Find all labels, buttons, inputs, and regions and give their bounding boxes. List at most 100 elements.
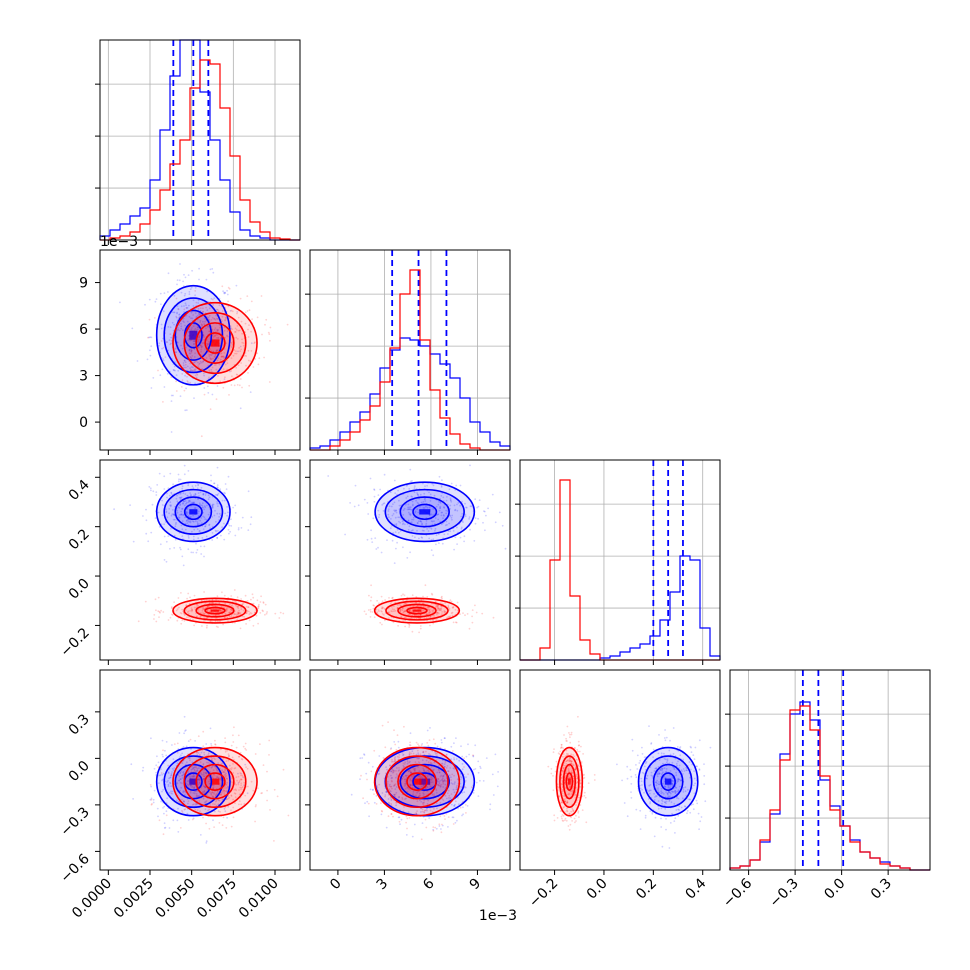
sample-point [169,781,171,784]
sample-point [421,522,423,525]
sample-point [454,608,457,611]
sample-point [677,808,680,811]
sample-point [258,603,260,606]
sample-point [677,797,680,800]
sample-point [214,739,216,742]
sample-point [193,348,196,350]
sample-point [223,789,225,792]
sample-point [231,756,234,759]
sample-point [677,777,680,780]
sample-point [221,798,224,801]
sample-point [436,611,439,614]
sample-point [197,307,200,310]
sample-point [200,553,203,555]
sample-point [360,774,362,777]
sample-point [459,536,462,539]
sample-point [197,361,199,364]
sample-point [190,768,193,771]
sample-point [445,499,448,502]
sample-point [381,606,384,609]
sample-point [377,509,380,512]
sample-point [188,293,191,295]
sample-point [191,520,194,523]
sample-point [427,774,429,776]
sample-point [157,761,160,764]
sample-point [211,328,214,331]
sample-point [166,496,168,499]
sample-point [260,295,263,297]
sample-point [181,513,183,516]
sample-point [410,775,413,778]
sample-point [163,822,166,825]
sample-point [196,794,199,797]
sample-point [204,771,207,774]
sample-point [447,770,450,773]
sample-point [563,798,566,801]
sample-point [241,386,243,389]
sample-point [229,310,232,312]
sample-point [428,753,430,755]
sample-point [184,493,187,495]
sample-point [641,753,644,755]
sample-point [668,791,671,794]
sample-point [232,816,235,819]
sample-point [459,806,462,809]
sample-point [565,772,568,775]
sample-point [144,303,146,306]
sample-point [168,339,171,341]
sample-point [152,377,155,379]
sample-point [660,790,663,793]
sample-point [409,551,411,554]
sample-point [207,780,210,783]
sample-point [672,780,674,783]
sample-point [155,771,158,774]
sample-point [467,743,469,746]
sample-point [217,614,220,616]
sample-point [417,495,420,497]
sample-point [207,351,209,354]
sample-point [224,319,226,322]
sample-point [429,615,432,618]
sample-point [442,777,444,779]
sample-point [185,512,188,515]
sample-point [167,487,170,490]
sample-point [239,786,242,789]
sample-point [181,520,184,522]
sample-point [221,769,224,771]
sample-point [429,727,431,729]
sample-point [206,342,208,345]
sample-point [428,506,431,509]
sample-point [418,792,421,795]
sample-point [179,781,182,784]
sample-point [205,626,208,629]
sample-point [238,329,241,332]
sample-point [234,534,237,537]
sample-point [445,813,448,815]
sample-point [659,769,662,771]
sample-point [438,765,440,767]
sample-point [155,764,158,767]
sample-point [436,771,439,774]
sample-point [452,606,455,609]
sample-point [459,484,462,487]
sample-point [391,539,394,542]
sample-point [224,750,227,753]
sample-point [223,499,226,502]
sample-point [235,352,238,355]
sample-point [190,369,192,371]
sample-point [269,809,271,811]
sample-point [450,793,453,795]
sample-point [185,502,187,505]
sample-point [214,810,216,813]
sample-point [170,504,173,507]
sample-point [373,488,375,491]
sample-point [411,775,414,777]
sample-point [665,800,668,803]
sample-point [205,800,208,802]
sample-point [566,754,568,756]
sample-point [181,762,184,764]
sample-point [152,490,155,493]
sample-point [196,549,199,551]
sample-point [440,828,442,830]
sample-point [170,394,173,397]
